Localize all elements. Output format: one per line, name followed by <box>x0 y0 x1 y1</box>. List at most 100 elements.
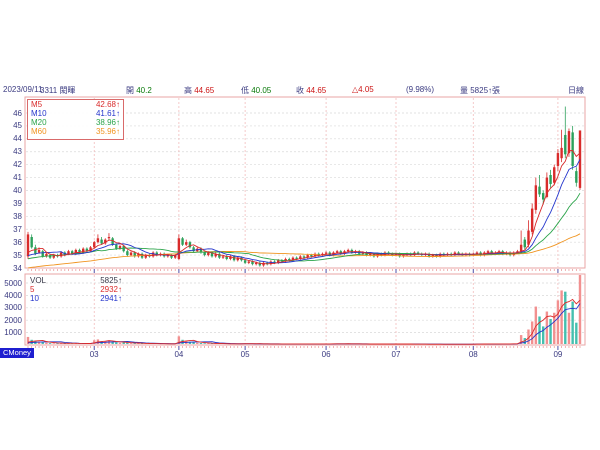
candle-body <box>262 262 265 266</box>
candle-body <box>118 246 122 249</box>
candle-body <box>369 253 372 256</box>
candle-body <box>34 247 37 254</box>
candle-body <box>280 260 284 262</box>
low-field: 低 40.05 <box>241 86 272 95</box>
candle-body <box>416 252 420 254</box>
candle-body <box>26 234 30 257</box>
volume-bar <box>133 343 136 344</box>
volume-bar <box>564 291 567 344</box>
candle-body <box>82 248 85 253</box>
ma10-line <box>27 159 581 264</box>
candle-body <box>556 153 560 166</box>
volume-bar <box>111 341 114 344</box>
candle-body <box>251 261 254 265</box>
ma-legend: M5 42.68↑ M10 41.61↑ M20 38.96↑ M60 35.96↑ <box>27 99 124 140</box>
candle-body <box>137 253 140 257</box>
candle-body <box>317 253 320 256</box>
month-label: 07 <box>391 350 401 359</box>
period-selector[interactable]: 日線 <box>568 86 584 95</box>
candle-body <box>346 249 350 252</box>
volume-bar <box>41 342 44 344</box>
candle-body <box>258 262 262 266</box>
candle-body <box>144 255 147 258</box>
candle-body <box>207 252 210 256</box>
candle-body <box>277 260 280 263</box>
candle-body <box>519 244 523 253</box>
candle-body <box>93 242 96 248</box>
candle-body <box>372 253 376 257</box>
low-value: 40.05 <box>251 86 272 95</box>
candle-body <box>310 255 313 257</box>
candle-body <box>218 253 221 258</box>
candle-body <box>545 177 549 197</box>
volume-bar <box>140 343 144 344</box>
volume-bar <box>192 342 195 344</box>
volume-axis-label: 5000 <box>4 278 22 288</box>
candle-body <box>339 251 342 254</box>
volume-bar <box>122 342 125 344</box>
open-value: 40.2 <box>136 86 152 95</box>
ma-legend-row: M10 41.61↑ <box>31 109 120 118</box>
quote-date: 2023/09/11 <box>3 85 43 94</box>
candle-body <box>295 257 298 259</box>
volume-bar <box>542 326 545 344</box>
volume-bar <box>203 343 206 344</box>
candle-body <box>575 171 578 183</box>
volume-bar <box>45 342 48 344</box>
candle-body <box>174 255 177 258</box>
volume-panel <box>24 273 586 346</box>
volume-axis-label: 4000 <box>4 290 22 300</box>
volume-bar <box>553 312 556 344</box>
high-field: 高 44.65 <box>184 86 215 95</box>
volume-field: 量 5825↑張 <box>460 86 501 95</box>
price-axis-label: 46 <box>13 108 22 118</box>
month-label: 09 <box>553 350 563 359</box>
stock-code-name[interactable]: 3311 閎暉 <box>40 86 76 95</box>
candle-body <box>578 130 582 188</box>
candle-body <box>313 253 317 257</box>
candle-body <box>549 175 552 185</box>
candle-body <box>70 251 74 254</box>
volume-bar <box>567 312 571 344</box>
price-axis-label: 45 <box>13 121 22 131</box>
candle-body <box>111 238 114 245</box>
volume-bar <box>188 341 192 344</box>
candle-body <box>247 261 250 263</box>
candle-body <box>431 255 434 257</box>
candle-body <box>104 239 107 244</box>
volume-bar <box>571 301 574 344</box>
candle-body <box>181 238 184 245</box>
candle-body <box>115 244 118 249</box>
open-field: 開 40.2 <box>126 86 152 95</box>
cmoney-watermark: CMoney <box>0 348 34 358</box>
volume-bar <box>196 342 199 344</box>
price-axis-label: 34 <box>13 263 22 273</box>
ma5-line <box>27 150 581 265</box>
candle-body <box>361 252 365 254</box>
candle-body <box>229 256 232 259</box>
volume-bar <box>549 318 552 344</box>
volume-legend: VOL 5825↑ 5 2932↑ 10 2941↑ <box>30 276 122 303</box>
candle-body <box>486 251 490 253</box>
candle-body <box>475 252 479 254</box>
candle-body <box>151 252 155 257</box>
volume-bar <box>37 341 41 344</box>
candle-body <box>45 253 48 257</box>
candle-body <box>523 239 526 248</box>
volume-legend-row: 5 2932↑ <box>30 285 122 294</box>
volume-bar <box>575 322 578 344</box>
ma60-line <box>27 233 581 269</box>
candle-body <box>210 252 214 257</box>
volume-bar <box>126 342 129 344</box>
candle-body <box>530 208 534 232</box>
candle-body <box>78 249 81 253</box>
candle-body <box>67 251 70 256</box>
price-axis-label: 40 <box>13 186 22 195</box>
price-axis-label: 37 <box>13 224 22 234</box>
price-axis-label: 43 <box>13 147 22 157</box>
candle-body <box>100 239 103 244</box>
candle-body <box>516 251 519 253</box>
volume-bar <box>118 342 122 344</box>
